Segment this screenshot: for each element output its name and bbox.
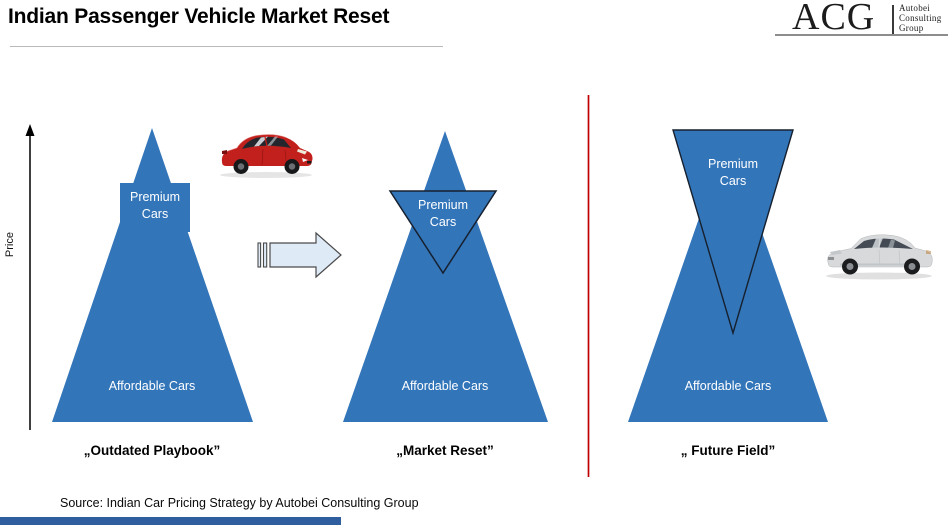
diagram-caption: „Outdated Playbook” [83, 443, 221, 458]
up-arrow-axis-icon [25, 124, 35, 136]
inverted-premium-triangle-future-field [672, 129, 794, 336]
premium-segment-label: Premium Cars [417, 198, 468, 229]
acg-logo: ACG Autobei Consulting Group [790, 0, 948, 38]
affordable-segment-label: Affordable Cars [684, 379, 772, 393]
pyramid-outdated [52, 128, 253, 422]
source-note: Source: Indian Car Pricing Strategy by A… [60, 496, 419, 510]
striped-right-arrow-icon [257, 231, 342, 279]
acg-logo-name-line: Group [899, 23, 924, 33]
page-title: Indian Passenger Vehicle Market Reset [8, 5, 390, 28]
silver-sedan-car-image [826, 234, 933, 280]
title-underline [10, 46, 443, 47]
acg-logo-name-line: Autobei [899, 3, 931, 13]
acg-logo-acronym: ACG [792, 0, 876, 38]
inverted-premium-triangle-market-reset [388, 190, 498, 275]
footer-bar [0, 517, 341, 525]
diagram-caption: „ Future Field” [680, 443, 776, 458]
acg-logo-name: Autobei Consulting Group [899, 3, 942, 33]
pyramid-market-reset [343, 131, 548, 422]
red-hatchback-car-image [220, 134, 313, 178]
logo-underline [775, 34, 948, 36]
diagram-caption: „Market Reset” [396, 443, 494, 458]
acg-logo-divider [892, 5, 894, 34]
affordable-segment-label: Affordable Cars [401, 379, 489, 393]
premium-segment-label: Premium Cars [707, 157, 758, 188]
acg-logo-name-line: Consulting [899, 13, 942, 23]
affordable-segment-label: Affordable Cars [108, 379, 196, 393]
price-axis-label: Price [4, 232, 16, 258]
premium-segment-label: Premium Cars [129, 190, 180, 221]
premium-box-outdated [120, 183, 190, 232]
